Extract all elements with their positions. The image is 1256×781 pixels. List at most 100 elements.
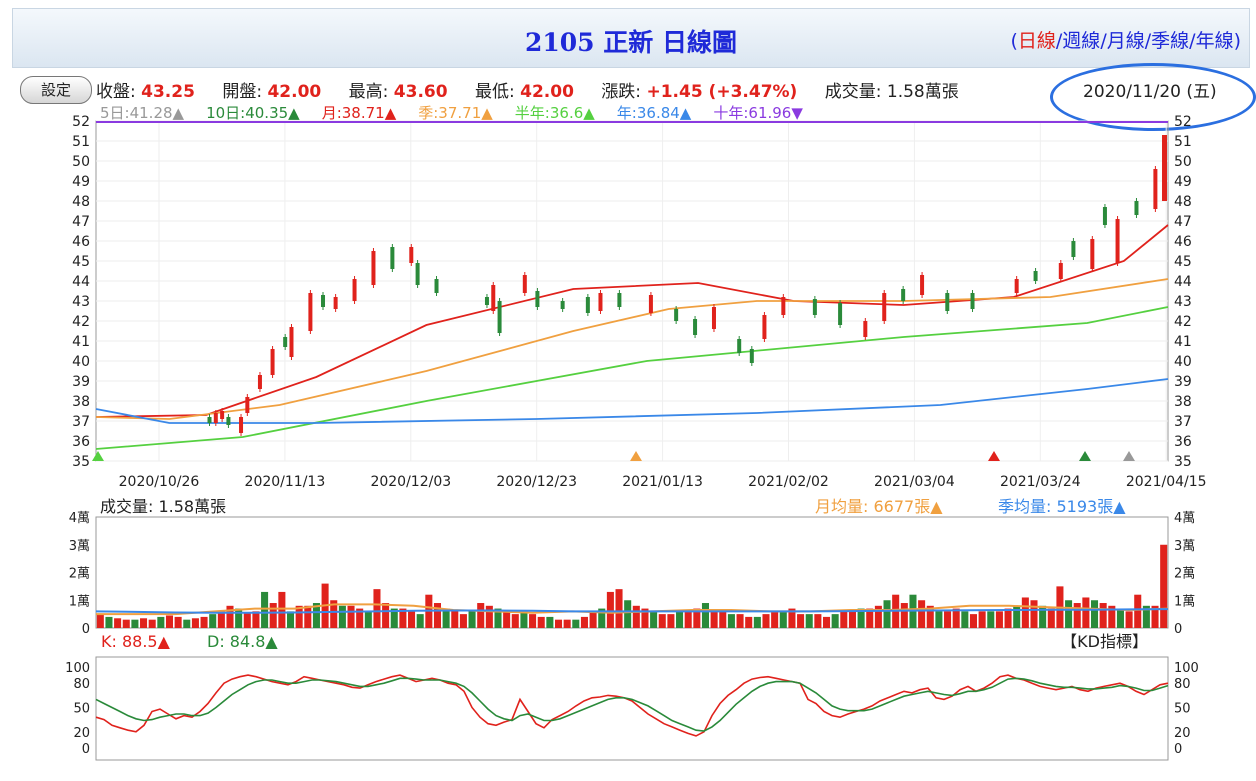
volume-bar: [105, 616, 113, 628]
volume-bar: [753, 616, 761, 628]
candle-up: [1153, 169, 1158, 209]
volume-bar: [373, 589, 381, 628]
event-marker-icon: [1123, 451, 1135, 461]
volume-bar: [157, 616, 165, 628]
volume-bar: [822, 616, 831, 628]
volume-bar: [416, 614, 424, 628]
ma-legend-item: 月:38.71▲: [322, 104, 397, 122]
volume-y-tick-right: 2萬: [1174, 567, 1195, 582]
candle-down: [901, 289, 906, 301]
period-day-link[interactable]: 日線: [1017, 30, 1056, 52]
period-week-link[interactable]: 週線: [1062, 30, 1101, 52]
y-tick-label: 50: [72, 154, 90, 170]
ma-legend-item: 年:36.84▲: [617, 104, 692, 122]
period-switcher: (日線/週線/月線/季線/年線): [1010, 26, 1241, 53]
volume-bar: [520, 611, 528, 628]
volume-bar: [1013, 605, 1021, 628]
y-tick-label: 48: [72, 194, 90, 210]
candle-down: [812, 299, 817, 315]
kd-y-tick: 50: [73, 702, 90, 717]
event-marker-icon: [630, 451, 642, 461]
kd-y-tick-right: 0: [1174, 742, 1182, 757]
event-marker-icon: [1079, 451, 1091, 461]
y-tick-label: 37: [72, 414, 90, 430]
period-year-link[interactable]: 年線: [1195, 30, 1234, 52]
volume-bar: [883, 600, 891, 628]
volume-bar: [1134, 594, 1142, 628]
volume-bar: [295, 605, 303, 628]
period-month-link[interactable]: 月線: [1106, 30, 1145, 52]
volume-y-tick-right: 3萬: [1174, 539, 1195, 554]
candle-up: [220, 411, 225, 419]
x-tick-label: 2020/12/23: [496, 474, 577, 490]
candle-up: [371, 251, 376, 285]
candle-down: [737, 339, 742, 353]
kd-line: [95, 674, 1169, 737]
volume-bar: [762, 614, 770, 628]
y-tick-label-right: 36: [1174, 434, 1192, 450]
volume-bar: [840, 611, 848, 628]
volume-bar: [615, 589, 623, 628]
x-tick-label: 2021/01/13: [622, 474, 703, 490]
volume-bar: [805, 614, 813, 628]
y-tick-label-right: 35: [1174, 454, 1192, 470]
volume-bar: [736, 614, 744, 628]
volume-bar: [96, 614, 104, 628]
y-tick-label: 35: [72, 454, 90, 470]
settings-button[interactable]: 設定: [20, 76, 92, 104]
y-tick-label: 52: [72, 114, 90, 130]
ma-legend-item: 5日:41.28▲: [100, 104, 185, 122]
candle-up: [289, 327, 294, 357]
volume-bar: [771, 611, 779, 628]
volume-bar: [719, 611, 727, 628]
candle-up: [598, 293, 603, 311]
volume-bar: [252, 611, 260, 628]
volume-bar: [814, 614, 822, 628]
volume-bar: [710, 611, 718, 628]
volume-bar: [321, 583, 329, 628]
volume-bar: [900, 603, 908, 628]
x-tick-label: 2021/04/15: [1126, 474, 1207, 490]
y-tick-label-right: 38: [1174, 394, 1192, 410]
ma-legend-item: 十年:61.96▼: [713, 104, 803, 122]
candle-down: [1033, 271, 1038, 281]
volume-bar: [624, 600, 632, 628]
volume-ma-month-line: [96, 603, 1169, 616]
volume-bar: [727, 614, 735, 628]
volume-bar: [658, 614, 666, 628]
volume-bar: [442, 608, 450, 628]
volume-bar: [390, 608, 398, 628]
candle-up: [1058, 263, 1063, 279]
x-tick-label: 2021/03/24: [1000, 474, 1081, 490]
volume-bar: [485, 605, 493, 628]
volume-bar: [848, 611, 856, 628]
volume-bar: [347, 605, 355, 628]
volume-bar: [191, 618, 199, 628]
volume-bar: [356, 608, 364, 628]
volume-legend-item: 季均量: 5193張▲: [998, 497, 1126, 516]
x-tick-label: 2020/11/13: [245, 474, 326, 490]
volume-bar: [589, 611, 597, 628]
candle-down: [674, 309, 679, 321]
volume-bar: [477, 603, 485, 628]
x-tick-label: 2021/03/04: [874, 474, 955, 490]
volume-bar: [693, 608, 701, 628]
volume-bar: [918, 600, 926, 628]
series-line-ma: [95, 306, 1169, 450]
date-highlight-circle: [1050, 63, 1256, 131]
volume-bar: [425, 594, 433, 628]
period-quarter-link[interactable]: 季線: [1151, 30, 1190, 52]
candle-down: [945, 293, 950, 311]
volume-bar: [684, 611, 692, 628]
ma-legend-item: 季:37.71▲: [418, 104, 493, 122]
y-tick-label: 42: [72, 314, 90, 330]
volume-bar: [1090, 600, 1099, 628]
volume-bar: [1160, 544, 1168, 628]
volume-bar: [606, 591, 614, 628]
candle-down: [838, 303, 843, 325]
volume-bar: [451, 611, 459, 628]
volume-bar: [433, 603, 442, 628]
volume-bar: [148, 619, 156, 628]
volume-bar: [286, 611, 295, 628]
